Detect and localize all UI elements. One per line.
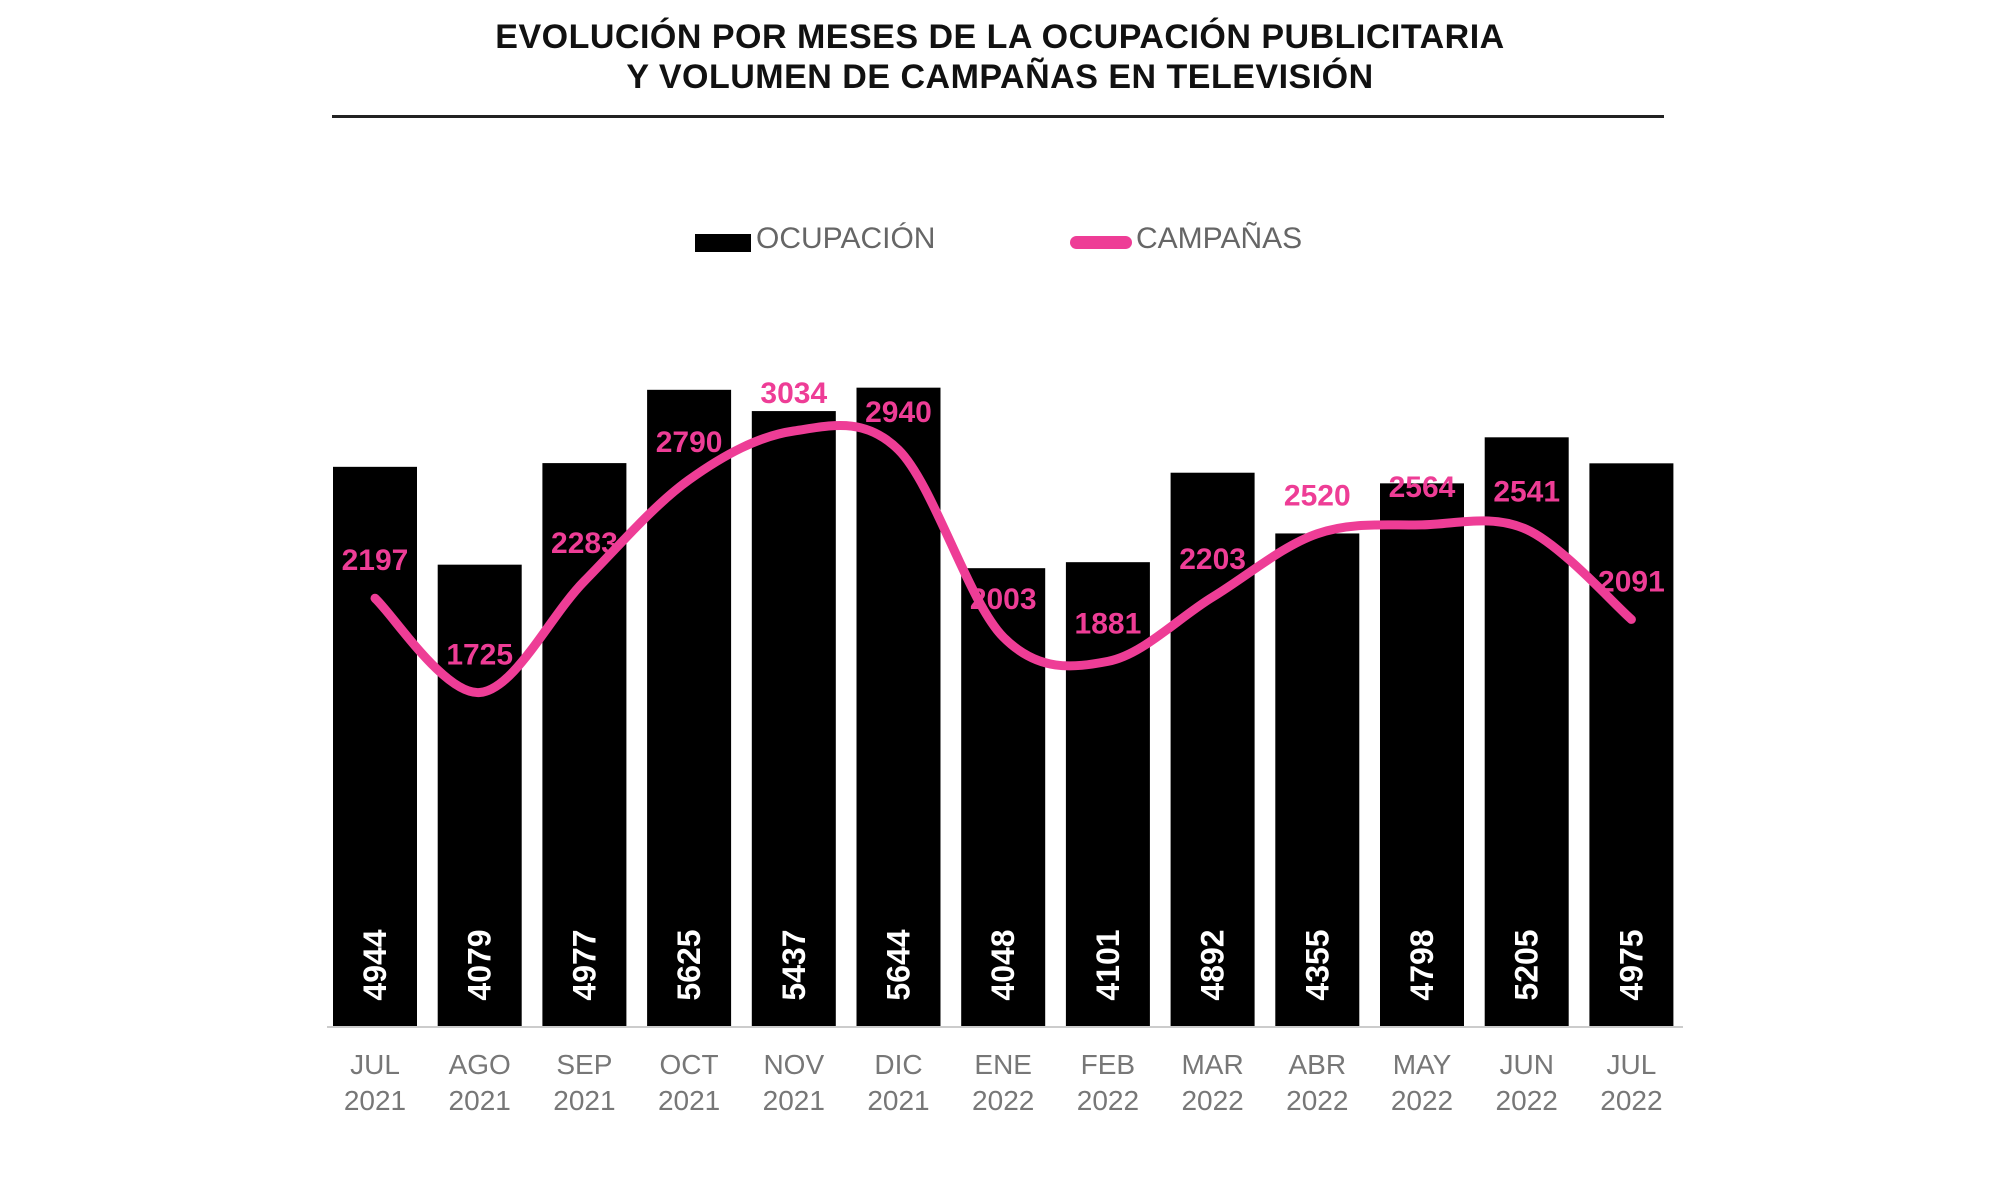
bar-ocupacion (751, 411, 836, 1026)
bar-ocupacion (961, 568, 1046, 1026)
bar-value-label: 4977 (566, 929, 602, 1000)
bar-ocupacion (647, 389, 732, 1026)
x-tick-month: MAR (1181, 1049, 1243, 1080)
line-value-label: 2564 (1389, 471, 1456, 504)
x-tick-year: 2022 (1496, 1085, 1558, 1116)
x-tick-month: AGO (449, 1049, 511, 1080)
legend-label-ocupacion: OCUPACIÓN (756, 222, 936, 255)
x-tick-year: 2021 (553, 1085, 615, 1116)
bar-ocupacion (1065, 562, 1150, 1026)
x-tick-month: JUL (1607, 1049, 1657, 1080)
line-value-label: 2003 (970, 583, 1037, 616)
line-value-label: 2541 (1493, 476, 1560, 509)
x-tick-year: 2021 (344, 1085, 406, 1116)
x-tick-year: 2021 (449, 1085, 511, 1116)
bar-value-label: 4079 (462, 929, 498, 1000)
x-tick-month: DIC (874, 1049, 922, 1080)
x-tick-month: SEP (556, 1049, 612, 1080)
line-value-label: 2283 (551, 527, 618, 560)
line-value-label: 1725 (446, 639, 513, 672)
line-campanas (370, 420, 1636, 698)
x-tick-month: OCT (660, 1049, 719, 1080)
line-value-label: 2520 (1284, 480, 1351, 513)
x-tick-year: 2022 (1600, 1085, 1662, 1116)
legend-swatch-campanas (1070, 236, 1132, 249)
bar-value-label: 4892 (1195, 929, 1231, 1000)
bar-value-label: 5205 (1509, 929, 1545, 1000)
line-value-label: 2091 (1598, 565, 1665, 598)
x-tick-year: 2022 (1286, 1085, 1348, 1116)
bar-value-label: 4798 (1404, 929, 1440, 1000)
chart-title-line-1: EVOLUCIÓN POR MESES DE LA OCUPACIÓN PUBL… (495, 18, 1505, 56)
x-tick-month: JUN (1499, 1049, 1553, 1080)
x-tick-year: 2022 (1391, 1085, 1453, 1116)
bar-ocupacion (333, 466, 417, 1026)
x-tick-month: ABR (1289, 1049, 1347, 1080)
x-tick-year: 2022 (972, 1085, 1034, 1116)
x-tick-month: MAY (1393, 1049, 1452, 1080)
bar-value-label: 5625 (671, 929, 707, 1000)
bar-ocupacion (1589, 463, 1674, 1026)
bar-value-label: 4048 (985, 929, 1021, 1000)
chart-title-line-2: Y VOLUMEN DE CAMPAÑAS EN TELEVISIÓN (626, 58, 1374, 96)
line-value-label: 2790 (656, 426, 723, 459)
x-tick-month: FEB (1081, 1049, 1135, 1080)
legend-label-campanas: CAMPAÑAS (1136, 222, 1303, 255)
title-divider (332, 115, 1664, 118)
x-tick-month: ENE (974, 1049, 1032, 1080)
bar-value-label: 4975 (1613, 929, 1649, 1000)
line-value-label: 1881 (1075, 607, 1142, 640)
bar-value-label: 5437 (776, 929, 812, 1000)
bar-ocupacion (1275, 533, 1360, 1026)
x-tick-year: 2021 (763, 1085, 825, 1116)
x-tick-year: 2022 (1181, 1085, 1243, 1116)
bar-ocupacion (437, 564, 522, 1026)
bar-value-label: 4355 (1299, 929, 1335, 1000)
legend-swatch-ocupacion (695, 234, 751, 252)
line-value-label: 2940 (865, 396, 932, 429)
bar-ocupacion (1484, 437, 1569, 1026)
bar-ocupacion (1380, 483, 1464, 1026)
x-tick-month: NOV (763, 1049, 824, 1080)
line-value-label: 2203 (1179, 543, 1246, 576)
bar-value-label: 4101 (1090, 929, 1126, 1000)
x-tick-year: 2022 (1077, 1085, 1139, 1116)
bar-value-label: 5644 (881, 929, 917, 1000)
x-tick-year: 2021 (658, 1085, 720, 1116)
x-tick-year: 2021 (867, 1085, 929, 1116)
x-tick-month: JUL (350, 1049, 400, 1080)
line-value-label: 2197 (342, 544, 409, 577)
bar-value-label: 4944 (357, 929, 393, 1000)
bar-ocupacion (1170, 472, 1255, 1026)
line-value-label: 3034 (760, 377, 827, 410)
